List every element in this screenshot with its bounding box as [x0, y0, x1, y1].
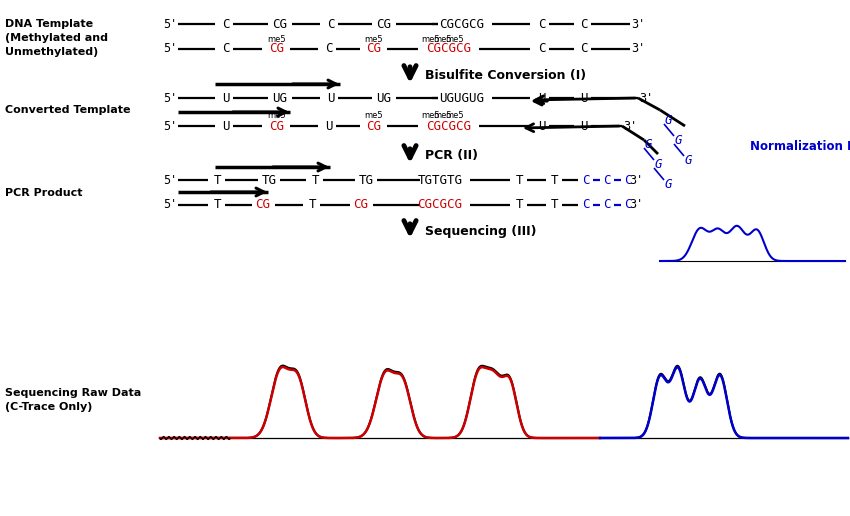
Text: CG: CG — [256, 199, 270, 212]
Text: U: U — [581, 91, 587, 105]
Text: Converted Template: Converted Template — [5, 105, 131, 115]
Text: me5: me5 — [434, 35, 452, 43]
Text: U: U — [327, 91, 335, 105]
Text: 5': 5' — [163, 91, 177, 105]
Text: 5': 5' — [163, 42, 177, 56]
Text: T: T — [552, 173, 558, 186]
Text: C: C — [581, 42, 587, 56]
Text: Normalization Domain: Normalization Domain — [750, 139, 850, 153]
Text: C: C — [582, 173, 590, 186]
Text: me5: me5 — [268, 35, 286, 43]
Text: me5: me5 — [445, 111, 464, 121]
Text: me5: me5 — [422, 111, 440, 121]
Text: CGCGCG: CGCGCG — [427, 120, 472, 133]
Text: CG: CG — [354, 199, 369, 212]
Text: U: U — [581, 120, 587, 133]
Text: CGCGCG: CGCGCG — [417, 199, 462, 212]
Text: T: T — [214, 199, 222, 212]
Text: 3': 3' — [623, 120, 638, 133]
Text: 3': 3' — [639, 91, 653, 105]
Text: CG: CG — [377, 18, 392, 30]
Text: CGCGCG: CGCGCG — [439, 18, 484, 30]
Text: TG: TG — [262, 173, 276, 186]
Text: Sequencing Raw Data
(C-Trace Only): Sequencing Raw Data (C-Trace Only) — [5, 388, 141, 412]
Text: T: T — [309, 199, 317, 212]
Text: C: C — [327, 18, 335, 30]
Text: T: T — [214, 173, 222, 186]
Text: 5': 5' — [163, 18, 177, 30]
Text: G: G — [684, 153, 692, 167]
Text: CG: CG — [269, 42, 285, 56]
Text: C: C — [624, 173, 632, 186]
Text: 3': 3' — [629, 173, 643, 186]
Text: U: U — [326, 120, 332, 133]
Text: T: T — [552, 199, 558, 212]
Text: me5: me5 — [268, 111, 286, 121]
Text: PCR (II): PCR (II) — [425, 150, 478, 163]
Text: U: U — [222, 91, 230, 105]
Text: 3': 3' — [629, 199, 643, 212]
Text: C: C — [581, 18, 587, 30]
Text: T: T — [516, 199, 524, 212]
Text: G: G — [644, 137, 652, 151]
Text: 5': 5' — [163, 173, 177, 186]
Text: UG: UG — [377, 91, 392, 105]
Text: T: T — [516, 173, 524, 186]
Text: CG: CG — [366, 42, 382, 56]
Text: C: C — [624, 199, 632, 212]
Text: 3': 3' — [631, 18, 645, 30]
Text: TG: TG — [359, 173, 373, 186]
Text: me5: me5 — [365, 111, 383, 121]
Text: 5': 5' — [163, 199, 177, 212]
Text: G: G — [654, 157, 662, 170]
Text: C: C — [222, 42, 230, 56]
Text: Bisulfite Conversion (I): Bisulfite Conversion (I) — [425, 69, 586, 82]
Text: C: C — [604, 173, 611, 186]
Text: UG: UG — [273, 91, 287, 105]
Text: G: G — [674, 134, 682, 147]
Text: C: C — [222, 18, 230, 30]
Text: me5: me5 — [434, 111, 452, 121]
Text: U: U — [538, 91, 546, 105]
Text: G: G — [664, 114, 672, 126]
Text: me5: me5 — [365, 35, 383, 43]
Text: DNA Template
(Methylated and
Unmethylated): DNA Template (Methylated and Unmethylate… — [5, 20, 108, 57]
Text: TGTGTG: TGTGTG — [417, 173, 462, 186]
Text: U: U — [538, 120, 546, 133]
Text: C: C — [326, 42, 332, 56]
Text: C: C — [538, 18, 546, 30]
Text: CGCGCG: CGCGCG — [427, 42, 472, 56]
Text: me5: me5 — [445, 35, 464, 43]
Text: G: G — [664, 178, 672, 190]
Text: U: U — [222, 120, 230, 133]
Text: CG: CG — [273, 18, 287, 30]
Text: UGUGUG: UGUGUG — [439, 91, 484, 105]
Text: Sequencing (III): Sequencing (III) — [425, 224, 536, 237]
Text: me5: me5 — [422, 35, 440, 43]
Text: CG: CG — [366, 120, 382, 133]
Text: C: C — [582, 199, 590, 212]
Text: C: C — [538, 42, 546, 56]
Text: 3': 3' — [631, 42, 645, 56]
Text: T: T — [312, 173, 320, 186]
Text: CG: CG — [269, 120, 285, 133]
Text: 5': 5' — [163, 120, 177, 133]
Text: PCR Product: PCR Product — [5, 188, 82, 198]
Text: C: C — [604, 199, 611, 212]
